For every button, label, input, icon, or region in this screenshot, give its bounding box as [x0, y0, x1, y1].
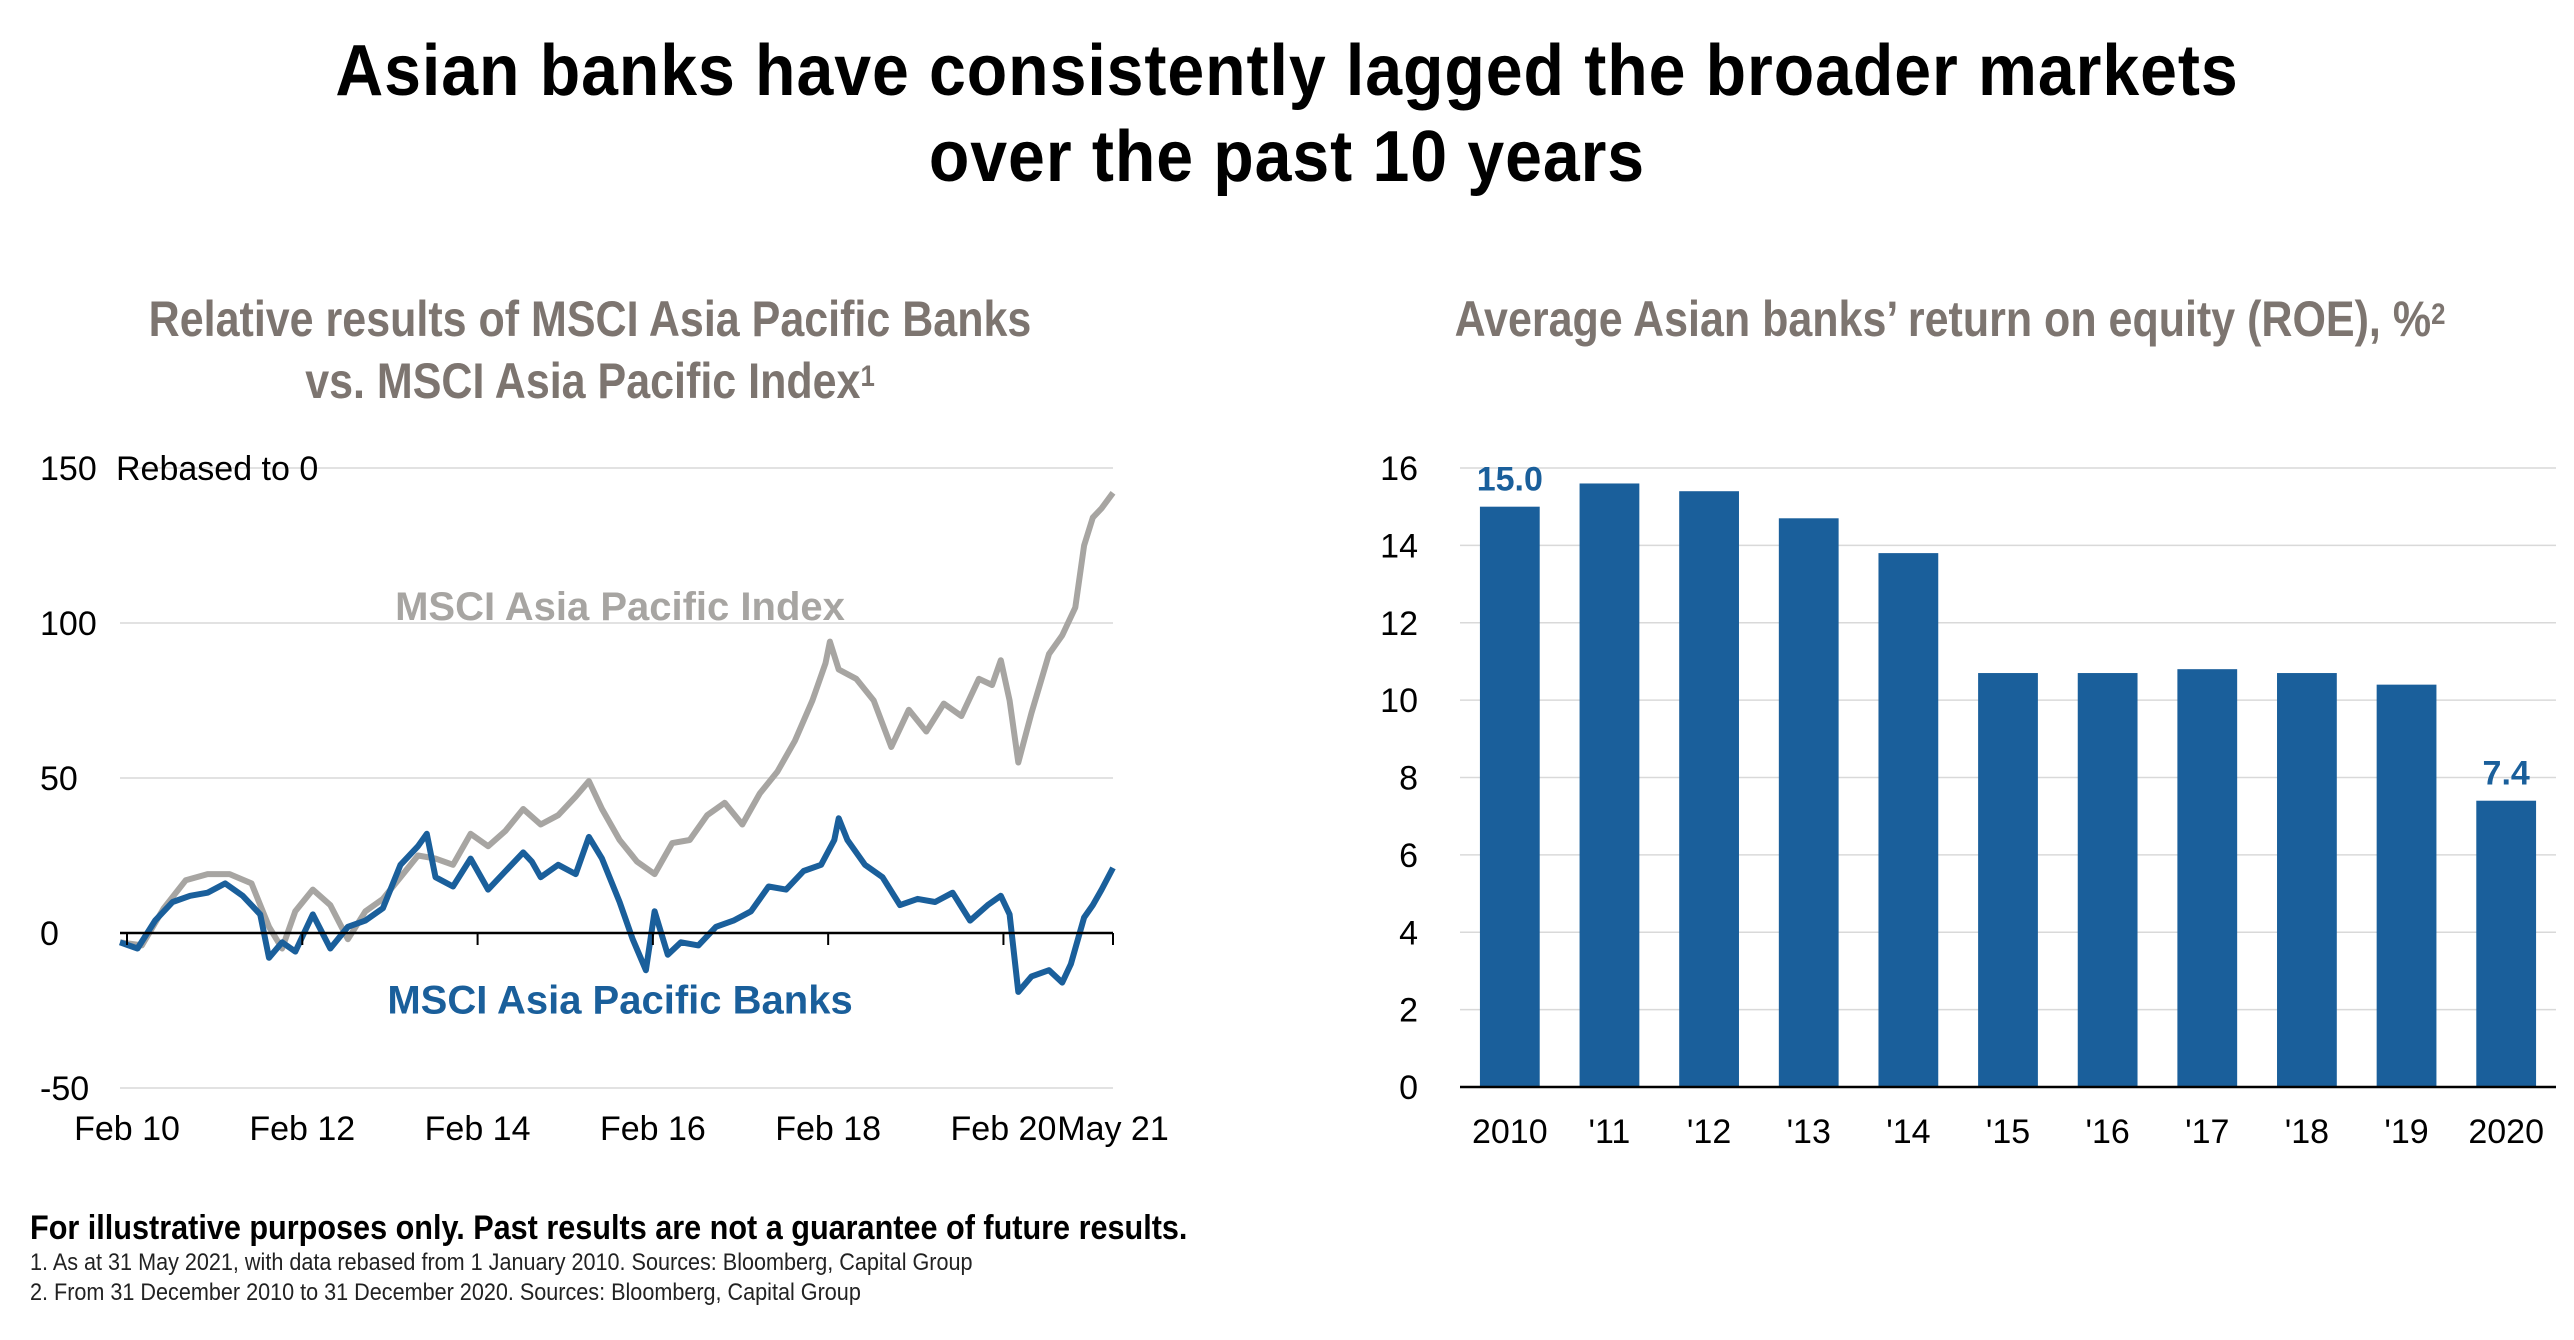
- bar-18: [2277, 673, 2337, 1087]
- footnote-1: 1. As at 31 May 2021, with data rebased …: [30, 1249, 973, 1276]
- x-tick-label: May 21: [1057, 1110, 1169, 1148]
- x-tick-label: Feb 20: [951, 1110, 1057, 1148]
- bar-13: [1778, 518, 1839, 1087]
- y-tick-label: 14: [1380, 527, 1418, 565]
- x-tick-label: 2020: [2468, 1113, 2544, 1151]
- x-tick-label: '15: [1986, 1113, 2030, 1151]
- x-tick-label: '17: [2185, 1113, 2229, 1151]
- y-tick-label: 150: [40, 450, 97, 488]
- y-tick-label: 10: [1380, 682, 1418, 720]
- y-tick-label: 0: [40, 915, 59, 953]
- y-tick-label: 4: [1399, 914, 1418, 952]
- y-tick-label: 12: [1380, 605, 1418, 643]
- main-title-line2: over the past 10 years: [928, 117, 1646, 197]
- x-tick-label: Feb 10: [74, 1110, 180, 1148]
- bar-14: [1878, 553, 1939, 1087]
- left-chart-subtitle: Relative results of MSCI Asia Pacific Ba…: [117, 288, 1063, 412]
- banks-series-line: [118, 815, 1116, 995]
- bar-19: [2376, 684, 2437, 1087]
- main-title-line1: Asian banks have consistently lagged the…: [335, 31, 2239, 111]
- y-tick-label: 6: [1399, 837, 1418, 875]
- y-tick-label: 16: [1380, 450, 1418, 488]
- x-tick-label: Feb 18: [775, 1110, 881, 1148]
- bar-2020: [2476, 800, 2537, 1087]
- bar-11: [1579, 483, 1640, 1088]
- bar-12: [1679, 491, 1739, 1087]
- footnote-ref-1: 1: [860, 360, 875, 393]
- footer: For illustrative purposes only. Past res…: [30, 1208, 1430, 1308]
- bar-16: [2077, 673, 2138, 1087]
- y-tick-label: 50: [40, 760, 78, 798]
- main-title: Asian banks have consistently lagged the…: [103, 28, 2471, 200]
- x-tick-label: Feb 12: [249, 1110, 355, 1148]
- left-subtitle-line1: Relative results of MSCI Asia Pacific Ba…: [148, 291, 1032, 347]
- bar-chart: 0 2 4 6 8 10 12 14 16 2010 15.0 '11 '12 '13 '14 '15 '16 '…: [1380, 450, 2556, 1151]
- x-tick-label: Feb 14: [425, 1110, 531, 1148]
- y-tick-label: 2: [1399, 992, 1418, 1030]
- x-tick-label: Feb 16: [600, 1110, 706, 1148]
- footnote-2: 2. From 31 December 2010 to 31 December …: [30, 1279, 861, 1306]
- x-tick-label: '16: [2085, 1113, 2129, 1151]
- left-subtitle-line2: vs. MSCI Asia Pacific Index: [305, 353, 861, 409]
- index-series-line: [119, 491, 1116, 952]
- index-series-label: MSCI Asia Pacific Index: [395, 585, 845, 629]
- footnote-ref-2: 2: [2431, 298, 2446, 331]
- banks-series-label: MSCI Asia Pacific Banks: [387, 979, 852, 1023]
- y-tick-label: 8: [1399, 760, 1418, 798]
- y-tick-label: -50: [40, 1070, 89, 1108]
- right-subtitle-text: Average Asian banks’ return on equity (R…: [1454, 291, 2432, 347]
- x-tick-label: '11: [1589, 1113, 1631, 1151]
- bar-15: [1978, 673, 2038, 1087]
- bar-2010: [1479, 506, 1540, 1087]
- x-tick-label: '14: [1886, 1113, 1930, 1151]
- bar-17: [2177, 669, 2238, 1087]
- line-chart: -50 0 50 100 150 Rebased to 0 MSCI Asia Pacifi…: [40, 450, 1169, 1148]
- right-chart-subtitle: Average Asian banks’ return on equity (R…: [1400, 288, 2501, 350]
- x-tick-label: '12: [1687, 1113, 1731, 1151]
- y-tick-label: 100: [40, 605, 97, 643]
- y-tick-label: 0: [1399, 1069, 1418, 1107]
- disclaimer: For illustrative purposes only. Past res…: [30, 1209, 1188, 1247]
- x-tick-label: 2010: [1472, 1113, 1548, 1151]
- x-tick-label: '13: [1787, 1113, 1831, 1151]
- x-tick-label: '19: [2384, 1113, 2428, 1151]
- bar-data-label: 15.0: [1477, 461, 1543, 499]
- y-unit-label: Rebased to 0: [116, 450, 318, 488]
- bar-data-label: 7.4: [2483, 755, 2530, 793]
- x-tick-label: '18: [2285, 1113, 2329, 1151]
